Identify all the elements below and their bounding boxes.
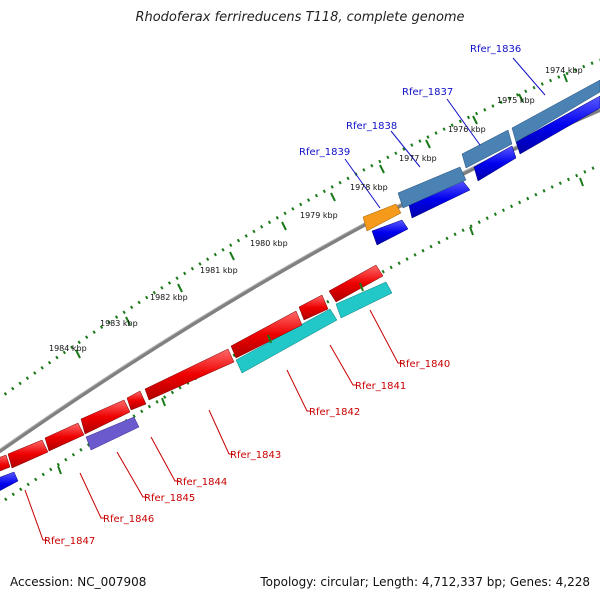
gene-rfer-1837[interactable]: [461, 129, 513, 169]
reverse-gene-labels: Rfer_1840 Rfer_1841 Rfer_1842 Rfer_1843 …: [44, 359, 450, 547]
scale-label: 1981 kbp: [200, 266, 238, 275]
scale-label: 1979 kbp: [300, 211, 338, 220]
gene-label-rfer-1839[interactable]: Rfer_1839: [299, 147, 350, 158]
forward-cds-track: [0, 95, 600, 496]
cds-reverse-arrow[interactable]: [298, 294, 329, 321]
gene-rfer-1845[interactable]: [85, 416, 140, 451]
gene-label-rfer-1846[interactable]: Rfer_1846: [103, 514, 154, 525]
forward-gene-track: [362, 79, 600, 232]
forward-gene-labels: Rfer_1836 Rfer_1837 Rfer_1838 Rfer_1839: [299, 44, 521, 158]
accession-text: Accession: NC_007908: [10, 575, 147, 589]
cds-forward-arrow[interactable]: [515, 95, 600, 155]
gene-label-rfer-1841[interactable]: Rfer_1841: [355, 381, 406, 392]
cds-reverse-arrow[interactable]: [328, 264, 384, 303]
gene-rfer-1836[interactable]: [511, 79, 600, 143]
reverse-leader-lines: [24, 309, 402, 541]
outer-scale-ticks: [75, 73, 568, 359]
scale-label: 1978 kbp: [350, 183, 388, 192]
reverse-cds-track: [0, 264, 384, 475]
gene-label-rfer-1844[interactable]: Rfer_1844: [176, 477, 227, 488]
inner-scale-ticks: [57, 177, 584, 475]
scale-labels: 1974 kbp 1975 kbp 1976 kbp 1977 kbp 1978…: [49, 66, 583, 353]
gene-label-rfer-1845[interactable]: Rfer_1845: [144, 493, 195, 504]
reverse-gene-track: [85, 281, 393, 451]
scale-label: 1984 kbp: [49, 344, 87, 353]
gene-label-rfer-1847[interactable]: Rfer_1847: [44, 536, 95, 547]
cds-reverse-arrow[interactable]: [126, 390, 147, 411]
scale-label: 1982 kbp: [150, 293, 188, 302]
gene-label-rfer-1836[interactable]: Rfer_1836: [470, 44, 521, 55]
gene-rfer-1838[interactable]: [397, 166, 467, 209]
forward-leader-lines: [344, 57, 546, 209]
cds-reverse-arrow[interactable]: [230, 310, 303, 359]
gene-rfer-1839[interactable]: [362, 203, 402, 232]
map-title: Rhodoferax ferrireducens T118, complete …: [135, 10, 465, 25]
cds-forward-arrow[interactable]: [371, 219, 409, 246]
gene-label-rfer-1843[interactable]: Rfer_1843: [230, 450, 281, 461]
cds-reverse-arrow[interactable]: [44, 422, 85, 452]
cds-forward-arrow[interactable]: [473, 145, 517, 182]
cds-forward-arrow[interactable]: [0, 471, 19, 496]
cds-reverse-arrow[interactable]: [7, 439, 49, 469]
genome-summary-text: Topology: circular; Length: 4,712,337 bp…: [260, 575, 590, 589]
genome-backbone: [0, 108, 600, 454]
gene-label-rfer-1837[interactable]: Rfer_1837: [402, 87, 453, 98]
scale-label: 1983 kbp: [100, 319, 138, 328]
cds-reverse-arrow[interactable]: [80, 399, 131, 435]
gene-rfer-1840[interactable]: [335, 281, 393, 319]
cds-reverse-arrow[interactable]: [0, 454, 11, 475]
gene-label-rfer-1842[interactable]: Rfer_1842: [309, 407, 360, 418]
gene-label-rfer-1840[interactable]: Rfer_1840: [399, 359, 450, 370]
scale-label: 1977 kbp: [399, 154, 437, 163]
scale-label: 1974 kbp: [545, 66, 583, 75]
scale-label: 1976 kbp: [448, 125, 486, 134]
scale-label: 1980 kbp: [250, 239, 288, 248]
gene-label-rfer-1838[interactable]: Rfer_1838: [346, 121, 397, 132]
scale-label: 1975 kbp: [497, 96, 535, 105]
scale-dotted-outer: [0, 58, 600, 400]
cds-reverse-arrow[interactable]: [144, 348, 235, 401]
